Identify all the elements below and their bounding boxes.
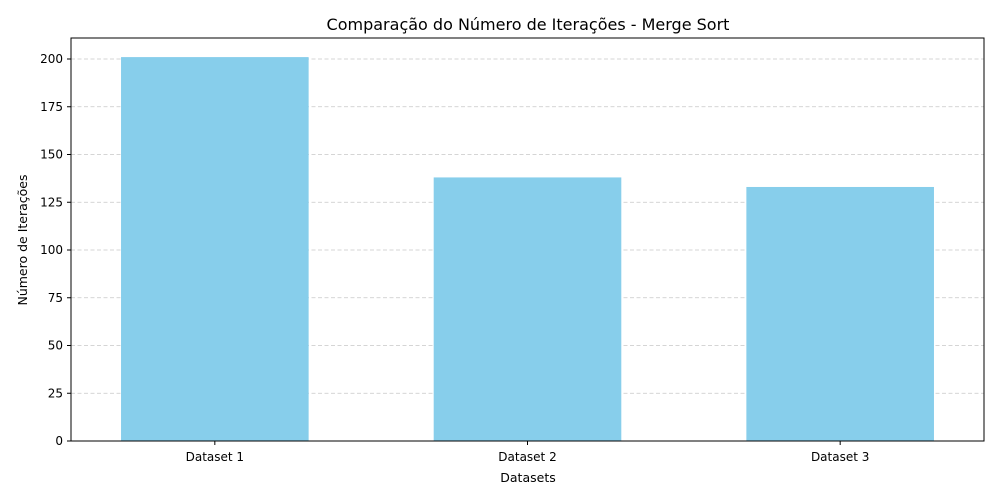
- y-tick-label: 175: [40, 100, 63, 114]
- y-tick-label: 125: [40, 195, 63, 209]
- y-tick-label: 0: [55, 434, 63, 448]
- x-axis-label: Datasets: [500, 470, 555, 485]
- chart-title: Comparação do Número de Iterações - Merg…: [327, 15, 730, 34]
- x-tick-label: Dataset 3: [811, 450, 869, 464]
- bars: [121, 57, 934, 442]
- bar-3: [746, 186, 934, 441]
- y-tick-label: 75: [48, 291, 63, 305]
- y-tick-label: 50: [48, 339, 63, 353]
- y-tick-label: 150: [40, 148, 63, 162]
- x-tick-label: Dataset 2: [498, 450, 556, 464]
- y-tick-label: 100: [40, 243, 63, 257]
- x-axis-ticks: Dataset 1 Dataset 2 Dataset 3: [186, 441, 869, 464]
- x-tick-label: Dataset 1: [186, 450, 244, 464]
- y-tick-label: 25: [48, 386, 63, 400]
- y-axis-label: Número de Iterações: [15, 174, 30, 305]
- bar-1: [121, 57, 309, 442]
- y-axis-ticks: 0 25 50 75 100 125 150 175 200: [40, 52, 71, 448]
- y-tick-label: 200: [40, 52, 63, 66]
- bar-2: [433, 177, 622, 441]
